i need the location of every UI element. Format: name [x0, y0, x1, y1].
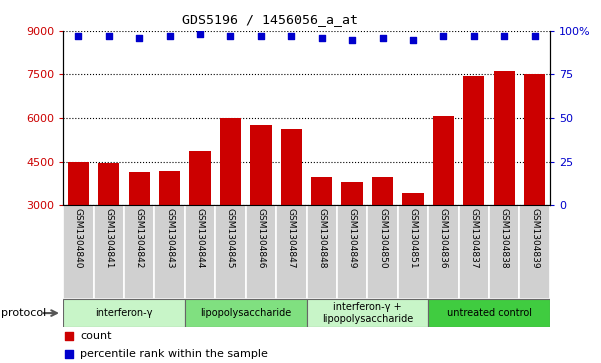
- Text: GSM1304848: GSM1304848: [317, 208, 326, 268]
- Bar: [98, 163, 120, 205]
- Bar: [94, 205, 124, 299]
- Text: protocol: protocol: [1, 308, 46, 318]
- Text: GSM1304845: GSM1304845: [226, 208, 235, 268]
- Bar: [372, 177, 393, 205]
- Bar: [246, 205, 276, 299]
- Text: untreated control: untreated control: [447, 308, 531, 318]
- Bar: [311, 177, 332, 205]
- Bar: [428, 299, 550, 327]
- Bar: [63, 205, 94, 299]
- Bar: [489, 205, 519, 299]
- Bar: [459, 205, 489, 299]
- Point: [225, 33, 235, 39]
- Bar: [185, 205, 215, 299]
- Bar: [189, 151, 211, 205]
- Point: [64, 333, 74, 339]
- Bar: [341, 183, 363, 205]
- Bar: [63, 299, 185, 327]
- Text: GSM1304847: GSM1304847: [287, 208, 296, 268]
- Text: GDS5196 / 1456056_a_at: GDS5196 / 1456056_a_at: [183, 13, 358, 26]
- Text: interferon-γ +
lipopolysaccharide: interferon-γ + lipopolysaccharide: [322, 302, 413, 324]
- Bar: [337, 205, 367, 299]
- Point: [499, 33, 509, 39]
- Bar: [307, 205, 337, 299]
- Bar: [185, 299, 307, 327]
- Bar: [129, 172, 150, 205]
- Bar: [124, 205, 154, 299]
- Point: [165, 33, 174, 39]
- Bar: [463, 76, 484, 205]
- Bar: [154, 205, 185, 299]
- Point: [408, 37, 418, 42]
- Text: count: count: [80, 331, 112, 341]
- Bar: [276, 205, 307, 299]
- Bar: [215, 205, 246, 299]
- Bar: [367, 205, 398, 299]
- Bar: [159, 171, 180, 205]
- Point: [256, 33, 266, 39]
- Point: [530, 33, 540, 39]
- Bar: [250, 125, 272, 205]
- Point: [469, 33, 478, 39]
- Text: GSM1304837: GSM1304837: [469, 208, 478, 269]
- Text: percentile rank within the sample: percentile rank within the sample: [80, 349, 268, 359]
- Bar: [524, 74, 545, 205]
- Text: GSM1304841: GSM1304841: [104, 208, 113, 268]
- Point: [439, 33, 448, 39]
- Text: GSM1304849: GSM1304849: [347, 208, 356, 268]
- Bar: [433, 116, 454, 205]
- Point: [317, 35, 326, 41]
- Text: GSM1304843: GSM1304843: [165, 208, 174, 268]
- Point: [73, 33, 83, 39]
- Bar: [402, 193, 424, 205]
- Bar: [307, 299, 428, 327]
- Text: GSM1304840: GSM1304840: [74, 208, 83, 268]
- Bar: [68, 162, 89, 205]
- Text: GSM1304844: GSM1304844: [195, 208, 204, 268]
- Point: [378, 35, 388, 41]
- Text: GSM1304851: GSM1304851: [409, 208, 418, 269]
- Bar: [428, 205, 459, 299]
- Point: [287, 33, 296, 39]
- Bar: [493, 71, 515, 205]
- Text: GSM1304850: GSM1304850: [378, 208, 387, 269]
- Point: [64, 351, 74, 357]
- Point: [347, 37, 357, 42]
- Point: [135, 35, 144, 41]
- Bar: [220, 118, 241, 205]
- Point: [195, 32, 205, 37]
- Text: GSM1304842: GSM1304842: [135, 208, 144, 268]
- Text: GSM1304839: GSM1304839: [530, 208, 539, 269]
- Bar: [519, 205, 550, 299]
- Point: [104, 33, 114, 39]
- Text: lipopolysaccharide: lipopolysaccharide: [200, 308, 291, 318]
- Text: interferon-γ: interferon-γ: [95, 308, 153, 318]
- Bar: [281, 129, 302, 205]
- Text: GSM1304846: GSM1304846: [257, 208, 266, 268]
- Text: GSM1304838: GSM1304838: [500, 208, 509, 269]
- Bar: [398, 205, 429, 299]
- Text: GSM1304836: GSM1304836: [439, 208, 448, 269]
